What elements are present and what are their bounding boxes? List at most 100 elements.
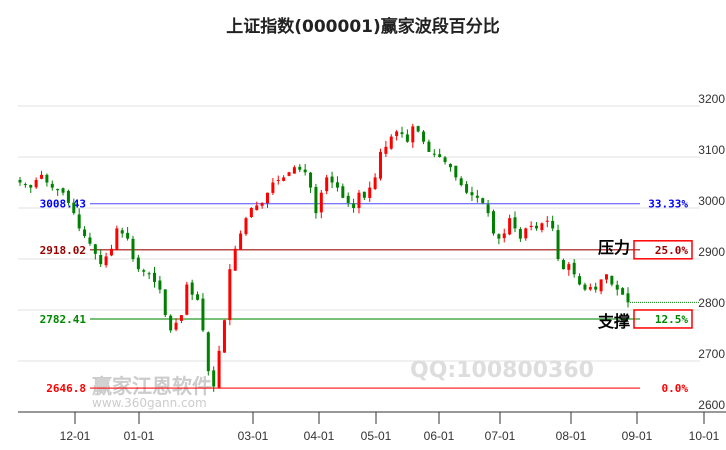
level-percent: 25.0% xyxy=(655,244,688,257)
candle-body xyxy=(368,187,372,198)
candle-body xyxy=(61,188,65,193)
candle-body xyxy=(561,260,565,270)
candle-body xyxy=(298,166,302,170)
candle-body xyxy=(222,320,226,353)
candle-body xyxy=(626,293,630,303)
candle-body xyxy=(508,218,512,235)
candle-body xyxy=(212,370,216,387)
candle-body xyxy=(319,192,323,213)
candle-body xyxy=(271,182,275,193)
candle-body xyxy=(604,274,608,280)
candle-body xyxy=(330,176,334,183)
candle-body xyxy=(292,167,296,174)
candle-body xyxy=(287,172,291,176)
candle-body xyxy=(77,214,81,229)
candle-body xyxy=(594,286,598,290)
y-tick-label: 3100 xyxy=(698,143,725,157)
candle-body xyxy=(572,262,576,275)
level-price: 2646.8 xyxy=(46,382,86,395)
candle-body xyxy=(378,151,382,179)
candle-body xyxy=(40,174,44,179)
candle-body xyxy=(190,282,194,295)
candle-body xyxy=(147,273,151,275)
candle-body xyxy=(518,229,522,239)
watermark-qq: QQ:100800360 xyxy=(410,358,594,383)
candle-body xyxy=(567,264,571,270)
watermark-url: www.360gann.com xyxy=(92,396,207,410)
candle-body xyxy=(56,188,60,191)
level-price: 2918.02 xyxy=(40,244,86,257)
x-tick-label: 06-01 xyxy=(424,429,455,443)
candle-body xyxy=(373,177,377,190)
candle-body xyxy=(400,132,404,135)
candle-body xyxy=(217,350,221,388)
candle-body xyxy=(196,294,200,300)
candle-body xyxy=(621,288,625,295)
candle-body xyxy=(206,332,210,372)
candle-body xyxy=(470,192,474,196)
candle-body xyxy=(88,237,92,244)
candle-body xyxy=(104,256,108,266)
candle-body xyxy=(93,244,97,254)
candle-body xyxy=(384,146,388,154)
x-tick-label: 04-01 xyxy=(304,429,335,443)
candle-body xyxy=(362,191,366,198)
level-percent: 33.33% xyxy=(648,198,688,211)
candle-body xyxy=(524,228,528,239)
candle-body xyxy=(249,208,253,218)
level-percent: 0.0% xyxy=(662,382,689,395)
watermark-brand: 赢家江恩软件 xyxy=(92,374,212,398)
candle-body xyxy=(497,234,501,239)
y-tick-label: 2800 xyxy=(698,296,725,310)
candle-body xyxy=(325,177,329,192)
candle-body xyxy=(352,203,356,208)
candle-body xyxy=(438,154,442,157)
x-tick-label: 10-01 xyxy=(689,429,720,443)
y-tick-label: 2700 xyxy=(698,347,725,361)
x-tick-label: 01-01 xyxy=(124,429,155,443)
candle-body xyxy=(72,202,76,214)
candle-body xyxy=(260,202,264,206)
candle-body xyxy=(459,178,463,186)
candle-body xyxy=(228,269,232,321)
candle-body xyxy=(233,248,237,271)
candle-body xyxy=(255,205,259,211)
y-tick-label: 2900 xyxy=(698,245,725,259)
candle-body xyxy=(551,220,555,229)
candle-body xyxy=(427,141,431,152)
candle-body xyxy=(18,179,22,183)
x-tick-label: 12-01 xyxy=(60,429,91,443)
candle-body xyxy=(109,248,113,256)
level-percent: 12.5% xyxy=(655,313,688,326)
candle-body xyxy=(239,233,243,250)
candle-body xyxy=(153,272,157,282)
candle-body xyxy=(131,238,135,259)
chart-title: 上证指数(000001)赢家波段百分比 xyxy=(226,17,500,37)
candle-body xyxy=(201,298,205,331)
x-tick-label: 07-01 xyxy=(485,429,516,443)
candle-body xyxy=(405,134,409,142)
candle-body xyxy=(169,315,173,331)
candle-body xyxy=(158,280,162,290)
candle-body xyxy=(341,186,345,198)
candle-body xyxy=(266,192,270,204)
y-tick-label: 3200 xyxy=(698,92,725,106)
candle-body xyxy=(481,198,485,203)
candle-body xyxy=(416,126,420,132)
candle-body xyxy=(454,165,458,178)
candle-body xyxy=(583,284,587,290)
candle-body xyxy=(83,229,87,237)
candle-body xyxy=(29,185,33,188)
y-tick-label: 3000 xyxy=(698,194,725,208)
candle-body xyxy=(99,254,103,265)
candle-body xyxy=(357,192,361,208)
candle-body xyxy=(115,228,119,250)
candle-body xyxy=(66,190,70,203)
candle-body xyxy=(545,220,549,222)
candle-body xyxy=(432,153,436,155)
candle-body xyxy=(346,195,350,203)
candle-body xyxy=(486,204,490,214)
candle-body xyxy=(244,218,248,235)
candle-body xyxy=(443,157,447,163)
